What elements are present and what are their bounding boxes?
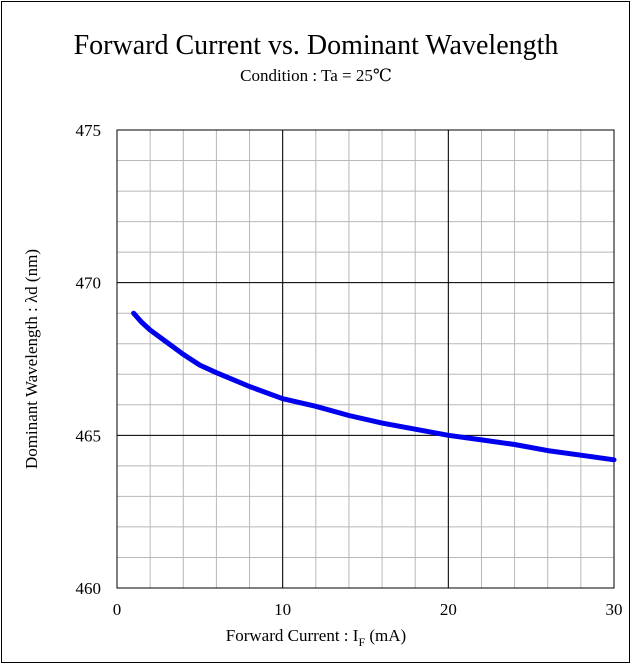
y-tick-label: 460	[76, 579, 102, 598]
chart-title: Forward Current vs. Dominant Wavelength	[74, 30, 559, 61]
y-tick-label: 465	[76, 426, 102, 445]
x-tick-label: 20	[440, 600, 457, 619]
tick-labels: 0 10 20 30 460 465 470 475	[76, 121, 623, 619]
x-tick-label: 0	[113, 600, 122, 619]
y-tick-label: 470	[76, 274, 102, 293]
x-tick-label: 10	[274, 600, 291, 619]
y-axis-label: Dominant Wavelength : λd (nm)	[22, 249, 41, 469]
x-tick-label: 30	[606, 600, 623, 619]
x-axis-label: Forward Current : IF (mA)	[226, 626, 406, 649]
y-tick-label: 475	[76, 121, 102, 140]
plot-area	[116, 129, 615, 589]
series-line	[131, 310, 617, 463]
major-grid	[117, 130, 614, 588]
chart-subtitle: Condition : Ta = 25℃	[240, 66, 392, 85]
